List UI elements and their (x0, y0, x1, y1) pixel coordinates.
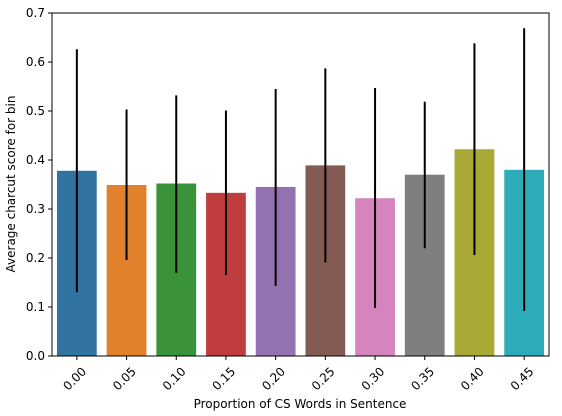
x-tick-label: 0.10 (160, 364, 189, 393)
y-axis-ticks: 0.0 0.1 0.2 0.3 0.4 0.5 0.6 0.7 (26, 6, 52, 363)
bars-group (56, 149, 545, 356)
y-axis-label: Average charcut score for bin (4, 96, 18, 273)
x-tick-label: 0.20 (259, 364, 288, 393)
plot-frame (51, 12, 550, 357)
x-tick-label: 0.25 (309, 364, 338, 393)
y-tick-label: 0.1 (26, 300, 45, 314)
x-tick-label: 0.45 (508, 364, 537, 393)
y-tick-label: 0.4 (26, 153, 45, 167)
x-tick-label: 0.15 (209, 364, 238, 393)
error-bars-group (75, 28, 526, 311)
y-tick-label: 0.2 (26, 251, 45, 265)
x-tick-label: 0.00 (60, 364, 89, 393)
y-tick-label: 0.3 (26, 202, 45, 216)
x-axis-ticks: 0.00 0.05 0.10 0.15 0.20 0.25 0.30 0.35 0.40 0.45 (60, 356, 536, 393)
x-tick-label: 0.30 (359, 364, 388, 393)
x-tick-label: 0.40 (458, 364, 487, 393)
y-tick-label: 0.0 (26, 349, 45, 363)
y-tick-label: 0.7 (26, 6, 45, 20)
x-tick-label: 0.05 (110, 364, 139, 393)
y-tick-label: 0.6 (26, 55, 45, 69)
x-axis-label: Proportion of CS Words in Sentence (194, 397, 407, 411)
x-tick-label: 0.35 (408, 364, 437, 393)
y-tick-label: 0.5 (26, 104, 45, 118)
